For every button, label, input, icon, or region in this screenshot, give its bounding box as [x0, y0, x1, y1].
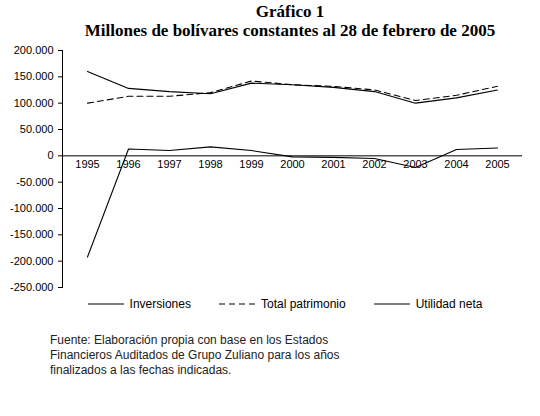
html-text:Inversiones: Inversiones — [129, 297, 191, 311]
svg-text:2004: 2004 — [444, 158, 468, 170]
svg-text:2002: 2002 — [362, 158, 387, 171]
svg-text:50.000: 50.000 — [20, 123, 54, 135]
svg-text:-200.000: -200.000 — [10, 255, 53, 267]
html-text:Total patrimonio: Total patrimonio — [261, 297, 346, 311]
svg-text:-100.000: -100.000 — [10, 202, 53, 214]
svg-text:2001: 2001 — [321, 158, 345, 170]
svg-text:0: 0 — [47, 149, 53, 161]
svg-text:1997: 1997 — [157, 158, 181, 170]
html-text:Millones de bolívares constant: Millones de bolívares constantes al 28 d… — [84, 21, 496, 40]
svg-text:2000: 2000 — [280, 158, 304, 170]
svg-text:1995: 1995 — [75, 158, 99, 170]
svg-text:100.000: 100.000 — [14, 97, 54, 109]
svg-text:150.000: 150.000 — [14, 70, 54, 82]
svg-text:2003: 2003 — [403, 158, 427, 170]
svg-text:1999: 1999 — [239, 158, 263, 170]
svg-text:1996: 1996 — [116, 158, 140, 170]
svg-text:-150.000: -150.000 — [10, 228, 53, 240]
html-text:Utilidad neta: Utilidad neta — [415, 297, 483, 311]
svg-text:-50.000: -50.000 — [16, 176, 53, 188]
svg-text:2005: 2005 — [485, 158, 509, 170]
html-text:Gráfico 1: Gráfico 1 — [255, 2, 325, 21]
html-text:Fuente: Elaboración propia con: Fuente: Elaboración propia con base en l… — [50, 333, 340, 377]
svg-text:200.000: 200.000 — [14, 44, 54, 56]
svg-text:1998: 1998 — [198, 158, 222, 170]
svg-text:-250.000: -250.000 — [10, 281, 53, 293]
